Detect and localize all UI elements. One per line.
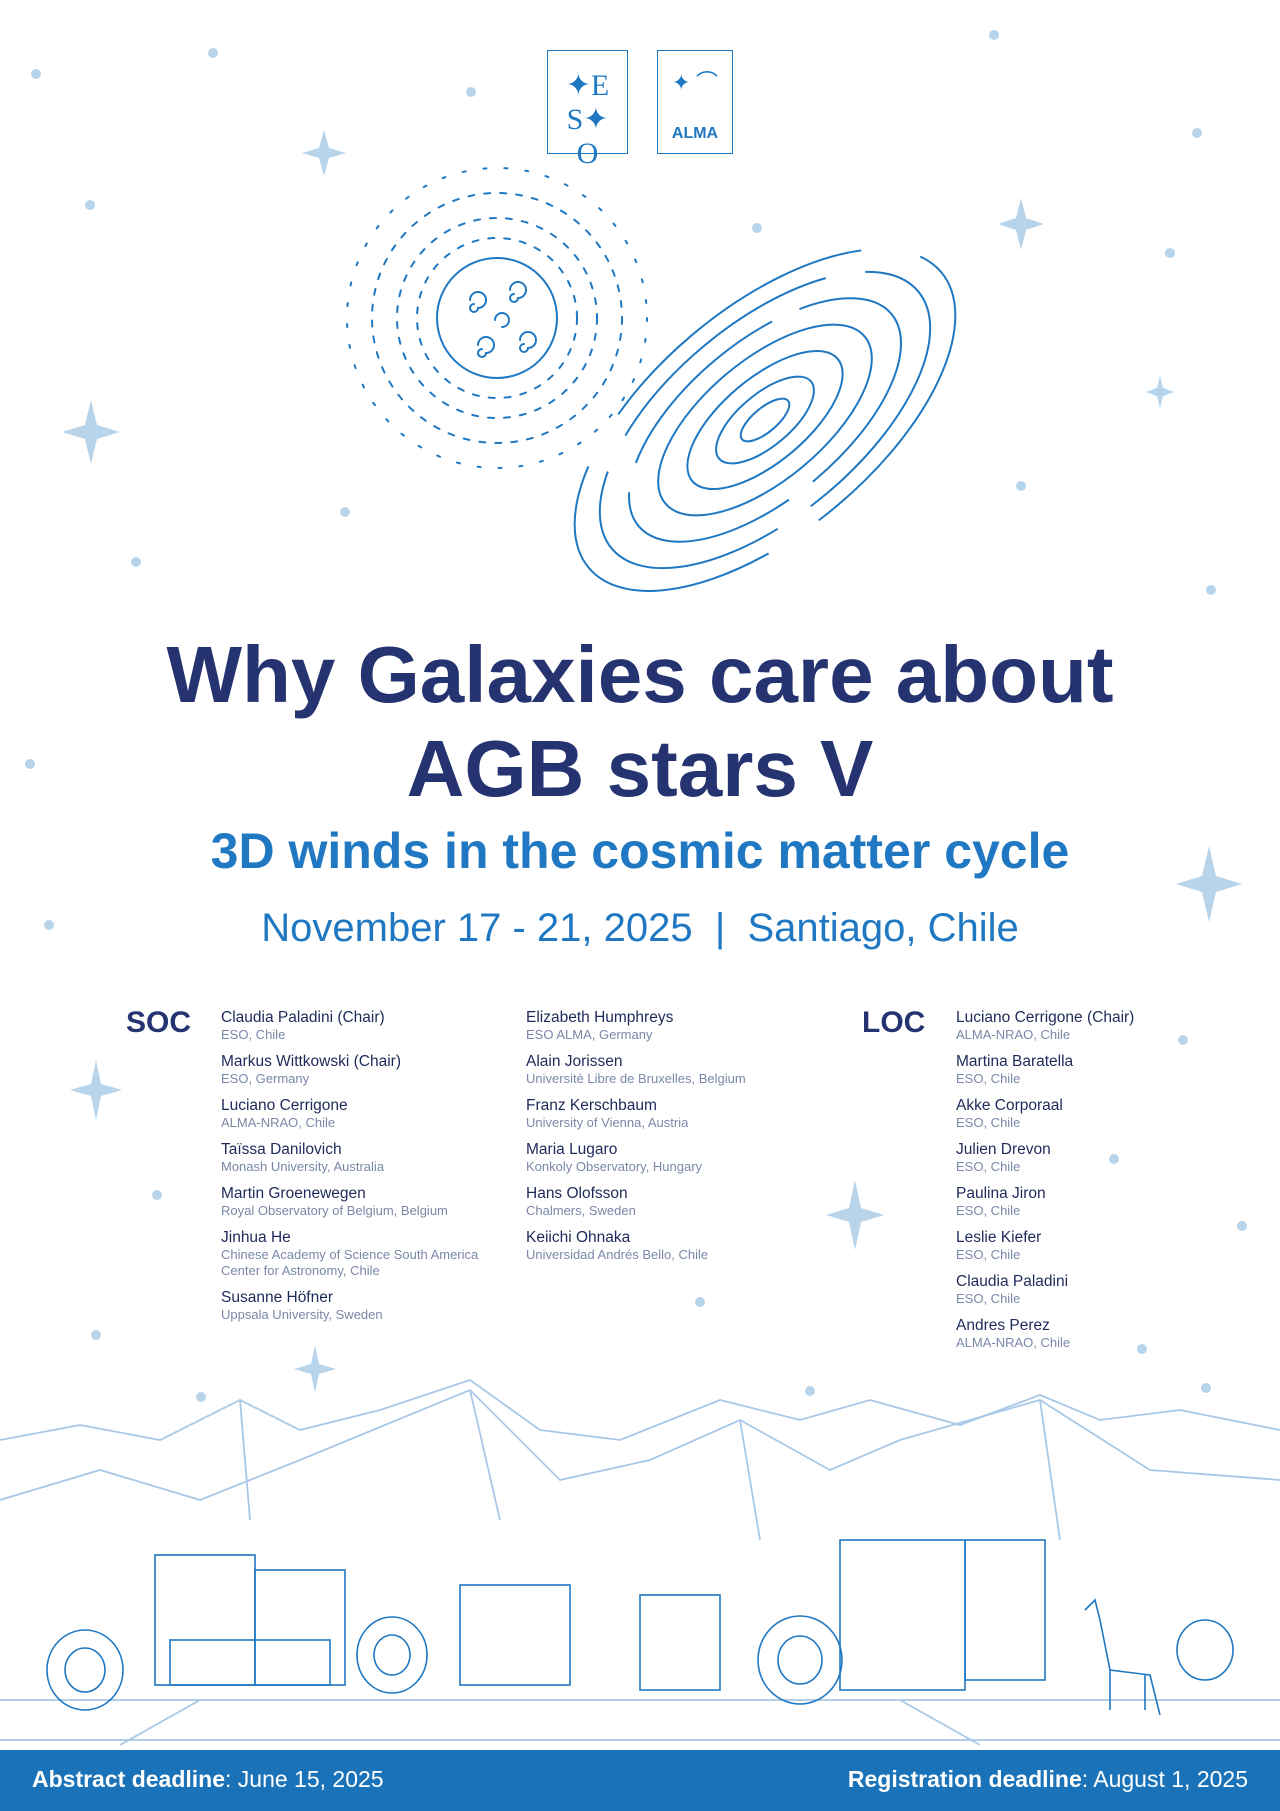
committee-member: Julien Drevon ESO, Chile xyxy=(956,1140,1216,1175)
member-affiliation: ESO, Chile xyxy=(956,1291,1021,1306)
member-affiliation: ALMA-NRAO, Chile xyxy=(221,1115,336,1130)
committee-member: Maria Lugaro Konkoly Observatory, Hungary xyxy=(526,1140,816,1175)
member-name: Paulina Jiron xyxy=(956,1185,1046,1202)
observatory-illustration xyxy=(46,1539,1234,1716)
date-location: November 17 - 21, 2025 | Santiago, Chile xyxy=(261,906,1019,950)
committee-member: Luciano Cerrigone (Chair) ALMA-NRAO, Chil… xyxy=(956,1008,1216,1043)
committee-member: Leslie Kiefer ESO, Chile xyxy=(956,1228,1216,1263)
member-affiliation: Chinese Academy of Science South America… xyxy=(221,1247,479,1278)
committee-member: Paulina Jiron ESO, Chile xyxy=(956,1184,1216,1219)
member-name: Alain Jorissen xyxy=(526,1053,623,1070)
committee-member: Susanne Höfner Uppsala University, Sweden xyxy=(221,1288,481,1323)
committee-member: Elizabeth Humphreys ESO ALMA, Germany xyxy=(526,1008,816,1043)
registration-deadline: Registration deadline: August 1, 2025 xyxy=(847,1766,1248,1792)
member-name: Luciano Cerrigone xyxy=(221,1097,348,1114)
title-line-2: AGB stars V xyxy=(406,724,874,813)
member-name: Julien Drevon xyxy=(956,1141,1051,1158)
member-affiliation: Universidad Andrés Bello, Chile xyxy=(526,1247,709,1262)
member-name: Andres Perez xyxy=(956,1317,1050,1334)
galaxy-illustration xyxy=(573,248,957,592)
committee-member: Markus Wittkowski (Chair) ESO, Germany xyxy=(221,1052,481,1087)
loc-label: LOC xyxy=(862,1006,926,1039)
loc-column: Luciano Cerrigone (Chair) ALMA-NRAO, Chil… xyxy=(956,1008,1216,1360)
member-affiliation: ESO, Chile xyxy=(956,1247,1021,1262)
soc-column-2: Elizabeth Humphreys ESO ALMA, Germany Alai… xyxy=(526,1008,816,1272)
member-name: Maria Lugaro xyxy=(526,1141,618,1158)
member-affiliation: Universitè Libre de Bruxelles, Belgium xyxy=(526,1071,746,1086)
star-field xyxy=(25,30,1247,1402)
alma-logo: ✦ ⌒ ALMA xyxy=(657,50,733,154)
member-affiliation: Konkoly Observatory, Hungary xyxy=(526,1159,703,1174)
soc-label: SOC xyxy=(126,1006,192,1039)
member-affiliation: Royal Observatory of Belgium, Belgium xyxy=(221,1203,448,1218)
member-name: Keiichi Ohnaka xyxy=(526,1229,631,1246)
page-title: Why Galaxies care about AGB stars V xyxy=(0,628,1280,816)
committee-member: Hans Olofsson Chalmers, Sweden xyxy=(526,1184,816,1219)
member-affiliation: ESO ALMA, Germany xyxy=(526,1027,653,1042)
committee-member: Alain Jorissen Universitè Libre de Bruxel… xyxy=(526,1052,816,1087)
member-name: Martin Groenewegen xyxy=(221,1185,366,1202)
member-affiliation: ALMA-NRAO, Chile xyxy=(956,1027,1071,1042)
member-name: Leslie Kiefer xyxy=(956,1229,1042,1246)
member-name: Jinhua He xyxy=(221,1229,291,1246)
subtitle: 3D winds in the cosmic matter cycle xyxy=(210,823,1070,879)
member-affiliation: University of Vienna, Austria xyxy=(526,1115,689,1130)
deadlines-footer: Abstract deadline: June 15, 2025 Registr… xyxy=(0,1750,1280,1811)
member-name: Hans Olofsson xyxy=(526,1185,628,1202)
committee-member: Franz Kerschbaum University of Vienna, Au… xyxy=(526,1096,816,1131)
member-affiliation: ESO, Chile xyxy=(221,1027,286,1042)
member-name: Franz Kerschbaum xyxy=(526,1097,657,1114)
committee-member: Martin Groenewegen Royal Observatory of B… xyxy=(221,1184,481,1219)
title-line-1: Why Galaxies care about xyxy=(166,630,1114,719)
member-affiliation: ESO, Chile xyxy=(956,1115,1021,1130)
member-name: Luciano Cerrigone (Chair) xyxy=(956,1009,1135,1026)
mountains-illustration xyxy=(0,1379,1280,1746)
committee-member: Claudia Paladini ESO, Chile xyxy=(956,1272,1216,1307)
member-name: Claudia Paladini (Chair) xyxy=(221,1009,385,1026)
member-affiliation: ESO, Chile xyxy=(956,1071,1021,1086)
member-affiliation: ESO, Germany xyxy=(221,1071,310,1086)
member-affiliation: ESO, Chile xyxy=(956,1203,1021,1218)
abstract-deadline: Abstract deadline: June 15, 2025 xyxy=(32,1766,384,1792)
member-affiliation: ESO, Chile xyxy=(956,1159,1021,1174)
star-illustration xyxy=(346,167,648,469)
member-affiliation: Monash University, Australia xyxy=(221,1159,385,1174)
member-affiliation: Chalmers, Sweden xyxy=(526,1203,636,1218)
eso-logo: ✦E S✦ O xyxy=(547,50,628,170)
committee-member: Luciano Cerrigone ALMA-NRAO, Chile xyxy=(221,1096,481,1131)
committee-member: Claudia Paladini (Chair) ESO, Chile xyxy=(221,1008,481,1043)
member-affiliation: Uppsala University, Sweden xyxy=(221,1307,383,1322)
member-affiliation: ALMA-NRAO, Chile xyxy=(956,1335,1071,1350)
committee-member: Akke Corporaal ESO, Chile xyxy=(956,1096,1216,1131)
member-name: Martina Baratella xyxy=(956,1053,1074,1070)
committee-member: Martina Baratella ESO, Chile xyxy=(956,1052,1216,1087)
committee-member: Andres Perez ALMA-NRAO, Chile xyxy=(956,1316,1216,1351)
member-name: Claudia Paladini xyxy=(956,1273,1069,1290)
committee-member: Keiichi Ohnaka Universidad Andrés Bello, … xyxy=(526,1228,816,1263)
member-name: Elizabeth Humphreys xyxy=(526,1009,674,1026)
member-name: Akke Corporaal xyxy=(956,1097,1063,1114)
member-name: Susanne Höfner xyxy=(221,1289,334,1306)
committee-member: Taïssa Danilovich Monash University, Aust… xyxy=(221,1140,481,1175)
committee-member: Jinhua He Chinese Academy of Science Sout… xyxy=(221,1228,481,1279)
alma-logo-text: ALMA xyxy=(671,125,719,142)
member-name: Markus Wittkowski (Chair) xyxy=(221,1053,401,1070)
member-name: Taïssa Danilovich xyxy=(221,1141,342,1158)
soc-column-1: Claudia Paladini (Chair) ESO, Chile Markus… xyxy=(221,1008,481,1332)
